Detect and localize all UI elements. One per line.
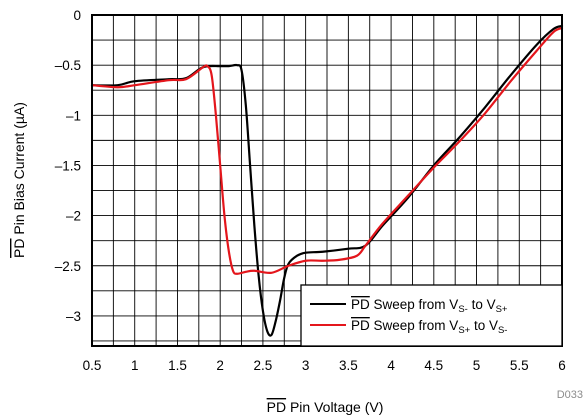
x-tick-label: 1 (131, 358, 139, 373)
figure-code: D033 (557, 389, 583, 401)
series-line-black (90, 24, 564, 337)
y-tick-label: –1 (66, 108, 81, 123)
x-tick-label: 5 (473, 358, 481, 373)
x-tick-label: 6 (558, 358, 566, 373)
x-tick-label: 5.5 (510, 358, 529, 373)
x-tick-label: 1.5 (168, 358, 187, 373)
legend-box (300, 284, 563, 347)
y-tick-label: 0 (73, 8, 81, 23)
y-tick-label: –2 (66, 209, 81, 224)
x-tick-label: 3 (302, 358, 310, 373)
y-tick-label: –3 (66, 309, 81, 324)
legend-label-red: PD Sweep from VS+ to VS- (351, 318, 507, 336)
y-tick-labels: 0 –0.5 –1 –1.5 –2 –2.5 –3 (55, 8, 81, 324)
legend-label-red-overline: PD (351, 318, 370, 333)
series-layer (90, 24, 564, 337)
x-tick-label: 4 (387, 358, 395, 373)
x-tick-label: 0.5 (83, 358, 102, 373)
x-tick-label: 2 (216, 358, 224, 373)
y-tick-label: –0.5 (55, 58, 81, 73)
legend: PD Sweep from VS- to VS+ PD Sweep from V… (300, 284, 563, 347)
y-tick-label: –2.5 (55, 259, 81, 274)
y-tick-label: –1.5 (55, 158, 81, 173)
series-line-red (90, 26, 564, 275)
x-tick-label: 2.5 (254, 358, 273, 373)
y-axis-label: PD Pin Bias Current (µA) (11, 102, 27, 258)
x-tick-label: 4.5 (424, 358, 443, 373)
legend-label-black-overline: PD (351, 297, 370, 312)
legend-label-black: PD Sweep from VS- to VS+ (351, 297, 508, 315)
x-axis-label: PD Pin Voltage (V) (267, 399, 384, 415)
x-tick-label: 3.5 (339, 358, 358, 373)
x-tick-labels: 0.5 1 1.5 2 2.5 3 3.5 4 4.5 5 5.5 6 (83, 358, 566, 373)
